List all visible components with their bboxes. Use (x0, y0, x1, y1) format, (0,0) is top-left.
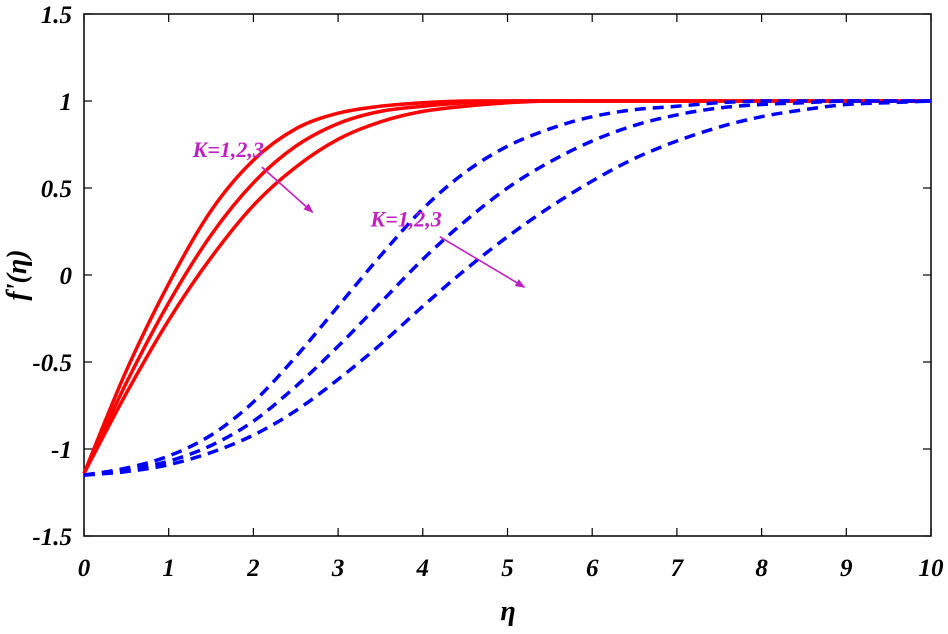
y-tick-label: 0.5 (41, 176, 72, 203)
dashed-series-line-4 (83, 99, 931, 477)
y-tick-label: 1.5 (41, 2, 72, 29)
y-tick-label: 1 (60, 89, 73, 116)
x-tick-label: 2 (246, 555, 260, 582)
x-tick-label: 7 (671, 555, 685, 582)
x-tick-label: 10 (919, 555, 945, 582)
dashed-series-line-6 (83, 99, 932, 477)
annotation-label-1: K=1,2,3 (192, 137, 264, 162)
annotation-arrow-2 (439, 236, 526, 288)
plot-frame (83, 13, 932, 537)
ticks: 0 1 2 3 4 5 6 7 8 9 10 1.5 1 0.5 0 -0.5 -1 -1.5 (32, 2, 944, 582)
x-axis-label: η (500, 596, 515, 627)
y-tick-label: -0.5 (32, 350, 72, 377)
x-tick-label: 4 (416, 555, 430, 582)
y-tick-label: -1 (51, 437, 72, 464)
annotations: K=1,2,3 K=1,2,3 (192, 137, 526, 288)
x-tick-label: 1 (162, 555, 175, 582)
series-layer (82, 99, 932, 477)
y-axis-label: f'(η) (2, 249, 33, 300)
y-tick-label: -1.5 (32, 524, 72, 551)
x-tick-label: 8 (755, 555, 768, 582)
x-tick-label: 5 (501, 555, 514, 582)
x-tick-label: 6 (586, 555, 599, 582)
x-tick-label: 3 (331, 555, 345, 582)
x-tick-label: 9 (840, 555, 853, 582)
annotation-label-2: K=1,2,3 (370, 207, 442, 232)
dashed-series-line-5 (83, 99, 931, 477)
x-tick-label: 0 (78, 555, 91, 582)
annotation-arrow-1 (261, 166, 314, 214)
y-tick-label: 0 (60, 263, 73, 290)
